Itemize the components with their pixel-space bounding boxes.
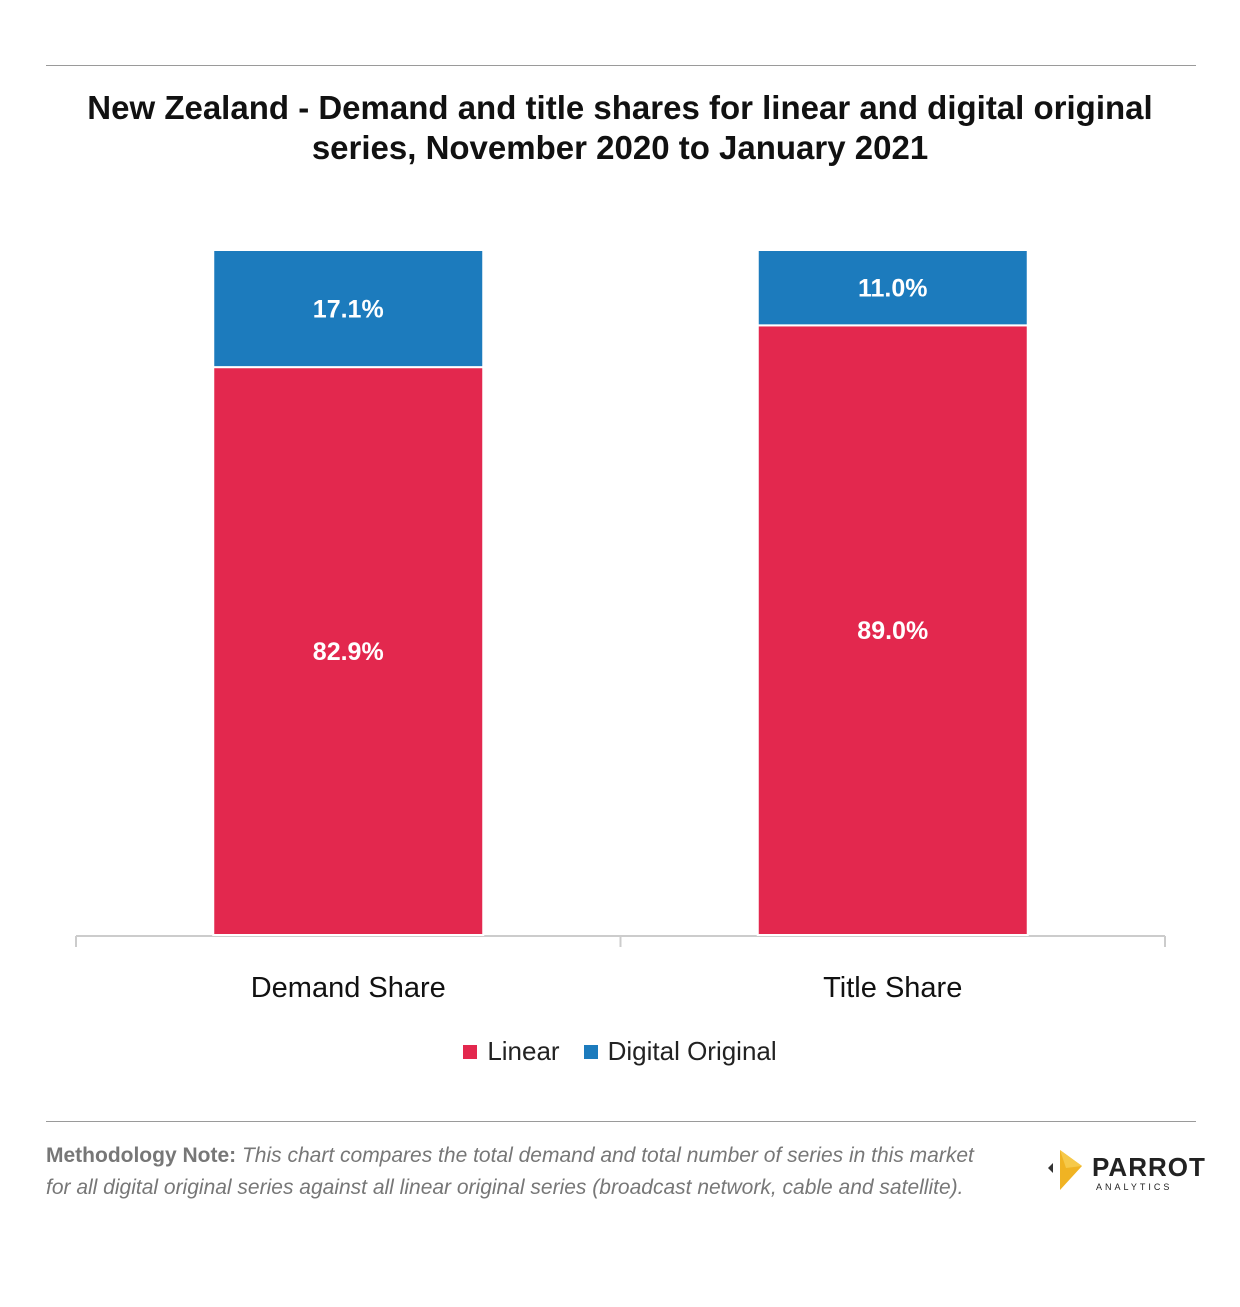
methodology-note: Methodology Note: This chart compares th…	[46, 1140, 996, 1204]
top-divider	[46, 65, 1196, 66]
bar-segment-digital-original	[212, 249, 485, 369]
stacked-bar-chart: 82.9% 17.1% Demand Share 89.0% 11.0% Title Sh…	[75, 249, 1166, 1004]
category-label: Title Share	[823, 972, 962, 1004]
data-label-linear: 89.0%	[857, 617, 928, 645]
parrot-analytics-logo: PARROT ANALYTICS	[1040, 1146, 1205, 1196]
legend-swatch-linear	[463, 1044, 478, 1059]
category-label: Demand Share	[251, 972, 446, 1004]
legend-item-linear: Linear	[463, 1036, 560, 1067]
bar-segment-linear	[212, 366, 485, 936]
data-label-digital-original: 11.0%	[858, 275, 928, 303]
methodology-note-label: Methodology Note:	[46, 1144, 237, 1167]
methodology-note-text: This chart compares the total demand and…	[46, 1144, 974, 1199]
legend-swatch-digital-original	[583, 1044, 598, 1059]
legend-label-digital-original: Digital Original	[607, 1036, 777, 1066]
bar-segment-digital-original	[756, 249, 1029, 327]
logo-subtitle: ANALYTICS	[1096, 1182, 1173, 1192]
legend-item-digital-original: Digital Original	[583, 1036, 777, 1067]
bottom-divider	[46, 1121, 1196, 1122]
legend-label-linear: Linear	[487, 1036, 560, 1066]
data-label-digital-original: 17.1%	[313, 296, 384, 324]
data-label-linear: 82.9%	[313, 638, 384, 666]
chart-title: New Zealand - Demand and title shares fo…	[87, 89, 1153, 166]
logo-wordmark: PARROT	[1092, 1152, 1206, 1182]
parrot-logo-icon	[1048, 1150, 1082, 1190]
chart-legend: Linear Digital Original	[0, 1036, 1240, 1067]
